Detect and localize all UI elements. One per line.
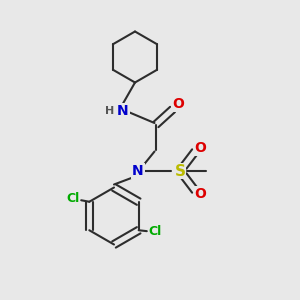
Text: Cl: Cl	[148, 225, 162, 238]
Text: N: N	[132, 164, 144, 178]
Text: O: O	[194, 187, 206, 201]
Text: O: O	[194, 141, 206, 155]
Text: N: N	[117, 104, 129, 118]
Text: H: H	[105, 106, 114, 116]
Text: O: O	[172, 97, 184, 111]
Text: S: S	[175, 164, 185, 178]
Text: Cl: Cl	[66, 192, 80, 205]
